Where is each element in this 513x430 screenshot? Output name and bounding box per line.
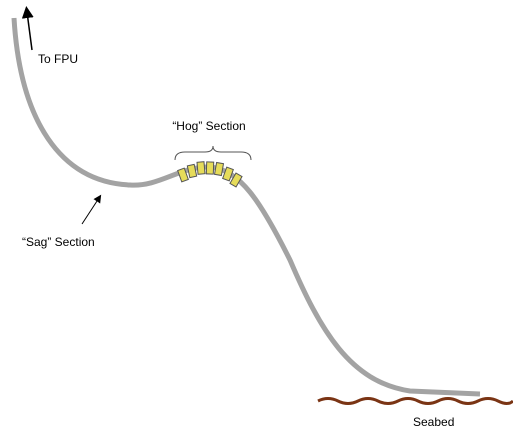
seabed-line bbox=[317, 397, 513, 405]
sag-label: “Sag” Section bbox=[22, 235, 95, 249]
fpu-label: To FPU bbox=[38, 52, 78, 66]
hog-label: “Hog” Section bbox=[172, 119, 245, 133]
sag-arrow bbox=[81, 194, 102, 225]
riser bbox=[11, 17, 481, 397]
fpu-arrow bbox=[21, 6, 34, 51]
buoyancy-modules bbox=[177, 161, 243, 188]
hog-brace bbox=[174, 145, 252, 161]
seabed-label: Seabed bbox=[413, 415, 454, 429]
